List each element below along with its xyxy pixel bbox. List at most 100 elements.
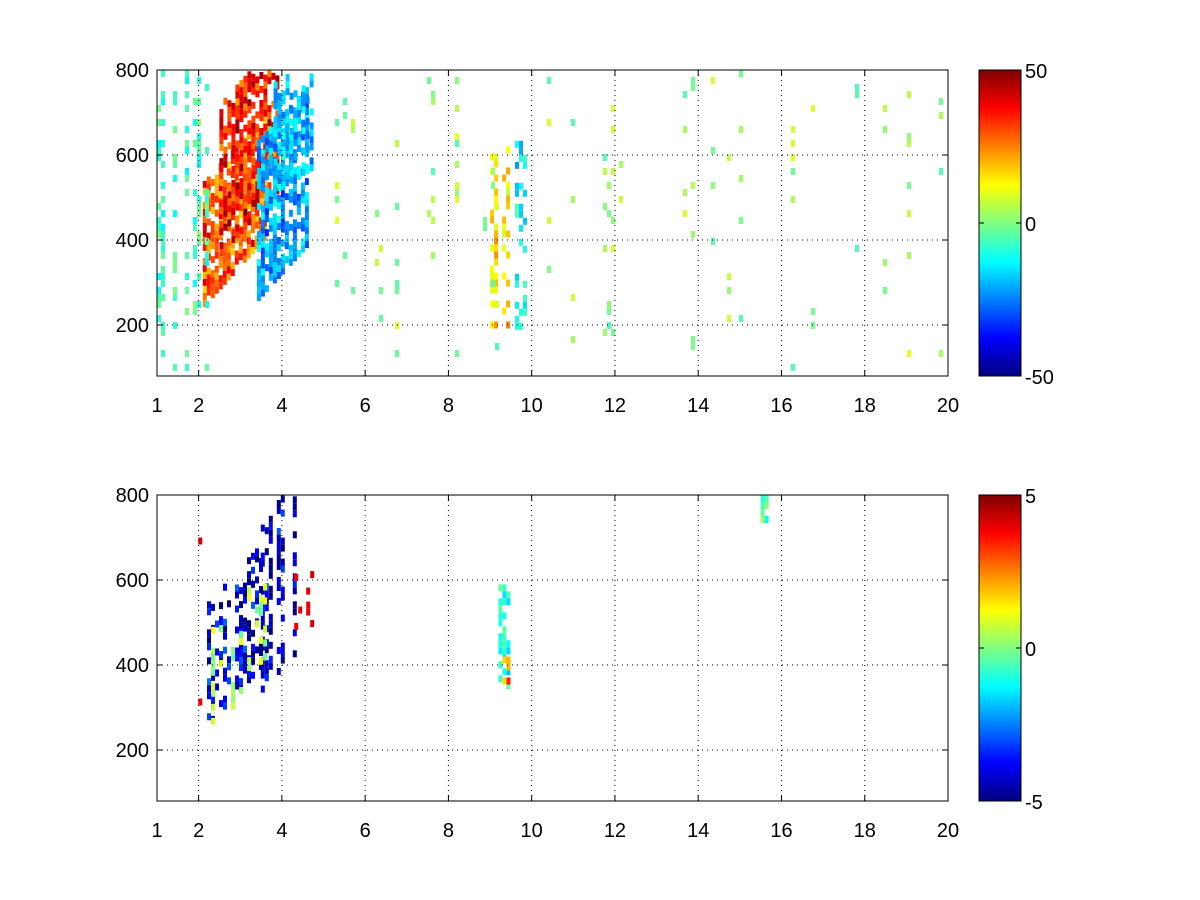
heatmap-cell: [255, 111, 260, 119]
heatmap-cell: [243, 166, 248, 174]
heatmap-cell: [300, 238, 305, 246]
heatmap-cell: [275, 75, 280, 83]
heatmap-cell: [202, 187, 207, 195]
heatmap-cell: [210, 207, 215, 215]
heatmap-cell: [263, 653, 268, 661]
heatmap-cell: [305, 166, 310, 174]
heatmap-cell: [455, 182, 459, 189]
heatmap-cell: [547, 266, 551, 273]
heatmap-cell: [309, 122, 314, 130]
heatmap-cell: [219, 172, 224, 180]
heatmap-cell: [280, 211, 285, 219]
heatmap-cell: [197, 196, 201, 203]
heatmap-cell: [235, 591, 239, 599]
heatmap-cell: [264, 131, 269, 139]
heatmap-cell: [243, 201, 248, 209]
heatmap-cell: [260, 135, 265, 143]
heatmap-cell: [395, 287, 399, 294]
heatmap-cell: [238, 197, 243, 205]
heatmap-cell: [502, 230, 507, 238]
heatmap-cell: [296, 102, 301, 110]
heatmap-cell: [502, 647, 507, 655]
heatmap-cell: [571, 196, 575, 203]
heatmap-cell: [455, 350, 459, 357]
colorbar-tick-label: -50: [1025, 367, 1054, 389]
heatmap-cell: [395, 203, 399, 210]
heatmap-cell: [193, 245, 197, 252]
heatmap-cell: [304, 220, 309, 228]
heatmap-cell: [258, 196, 263, 204]
heatmap-cell: [256, 231, 261, 238]
heatmap-cell: [300, 182, 305, 190]
heatmap-cell: [247, 634, 251, 642]
heatmap-cell: [207, 608, 211, 616]
heatmap-cell: [691, 77, 695, 84]
heatmap-cell: [260, 212, 265, 220]
heatmap-cell: [211, 682, 216, 690]
heatmap-cell: [268, 189, 273, 197]
heatmap-cell: [230, 269, 235, 277]
heatmap-cell: [395, 350, 399, 357]
heatmap-cell: [571, 294, 575, 301]
heatmap-cell: [226, 259, 231, 267]
heatmap-cell: [506, 682, 511, 690]
heatmap-cell: [711, 238, 715, 245]
heatmap-cell: [210, 179, 215, 187]
heatmap-cell: [238, 239, 243, 247]
heatmap-cell: [277, 170, 282, 177]
heatmap-cell: [760, 495, 765, 502]
heatmap-cell: [226, 210, 231, 218]
heatmap-cell: [764, 516, 769, 523]
heatmap-cell: [296, 130, 301, 138]
heatmap-cell: [223, 153, 228, 161]
heatmap-cell: [547, 217, 551, 224]
heatmap-cell: [185, 308, 189, 315]
heatmap-cell: [268, 620, 273, 628]
heatmap-cell: [259, 128, 264, 135]
heatmap-cell: [284, 235, 289, 243]
heatmap-cell: [907, 133, 911, 140]
heatmap-cell: [219, 616, 223, 624]
heatmap-cell: [296, 95, 301, 103]
heatmap-cell: [280, 586, 285, 594]
heatmap-cell: [255, 606, 260, 614]
heatmap-cell: [431, 91, 435, 98]
heatmap-cell: [498, 675, 503, 683]
heatmap-cell: [222, 214, 227, 222]
heatmap-cell: [214, 237, 219, 245]
heatmap-cell: [202, 299, 207, 307]
heatmap-cell: [226, 168, 231, 176]
heatmap-cell: [294, 622, 299, 630]
heatmap-cell: [219, 109, 224, 117]
heatmap-cell: [235, 84, 240, 92]
heatmap-cell: [490, 286, 495, 294]
heatmap-cell: [267, 182, 272, 190]
colorbar-tick-label: 50: [1025, 61, 1047, 83]
heatmap-cell: [210, 270, 215, 278]
heatmap-cell: [276, 500, 281, 507]
heatmap-cell: [251, 657, 255, 665]
heatmap-cell: [280, 190, 285, 198]
heatmap-cell: [292, 608, 297, 616]
heatmap-cell: [235, 217, 240, 225]
heatmap-cell: [280, 225, 285, 233]
heatmap-cell: [210, 256, 215, 264]
heatmap-cell: [251, 629, 255, 637]
heatmap-cell: [276, 202, 281, 209]
heatmap-cell: [207, 713, 211, 721]
heatmap-cell: [268, 515, 273, 523]
heatmap-cell: [254, 242, 259, 250]
heatmap-cell: [498, 612, 503, 620]
heatmap-cell: [277, 114, 282, 121]
heatmap-cell: [268, 168, 273, 176]
heatmap-cell: [280, 267, 285, 275]
heatmap-cell: [234, 250, 239, 258]
heatmap-cell: [185, 168, 189, 175]
heatmap-cell: [255, 90, 260, 98]
heatmap-cell: [205, 301, 209, 308]
heatmap-cell: [495, 203, 499, 210]
heatmap-cell: [280, 544, 285, 552]
heatmap-cell: [197, 140, 201, 147]
heatmap-cell: [431, 196, 435, 203]
heatmap-cell: [276, 125, 281, 132]
